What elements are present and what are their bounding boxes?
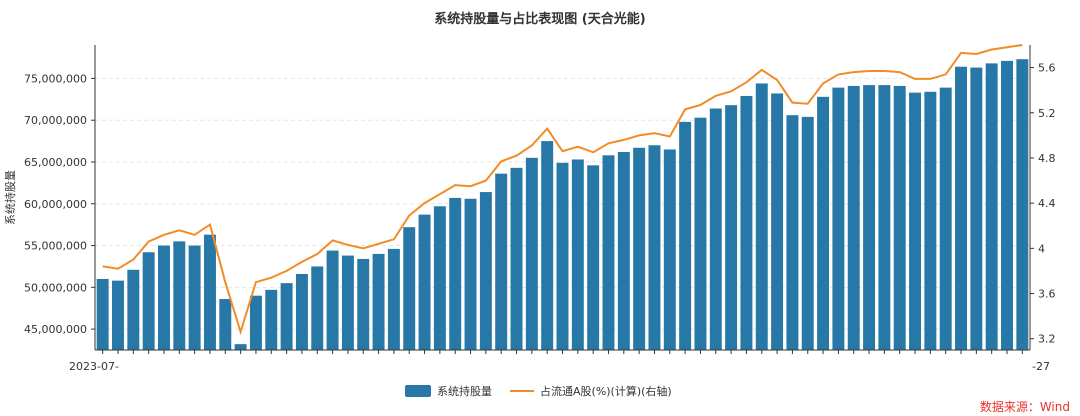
- bar: [694, 117, 707, 350]
- bar: [280, 283, 293, 350]
- bar: [679, 121, 692, 350]
- bar: [663, 149, 676, 350]
- bar: [587, 165, 600, 350]
- bar: [112, 280, 124, 350]
- bar: [96, 278, 109, 350]
- y2-tick-label: 4: [1038, 242, 1045, 255]
- bar: [847, 85, 860, 351]
- bar: [127, 269, 140, 350]
- bar: [556, 162, 569, 350]
- bar: [709, 108, 722, 350]
- bar: [479, 192, 492, 350]
- bar: [617, 151, 630, 350]
- y-tick-label: 50,000,000: [24, 281, 87, 294]
- y-tick-label: 75,000,000: [24, 72, 87, 85]
- bar: [633, 147, 646, 350]
- bar: [418, 214, 431, 350]
- y-tick-label: 65,000,000: [24, 156, 87, 169]
- bar: [817, 96, 830, 350]
- y-axis-label: 系统持股量: [3, 170, 17, 225]
- chart-title: 系统持股量与占比表现图 (天合光能): [434, 12, 646, 27]
- bar: [157, 245, 170, 350]
- bar: [142, 252, 155, 350]
- y-tick-label: 60,000,000: [24, 198, 87, 211]
- bar: [265, 289, 278, 350]
- bar: [510, 167, 523, 350]
- bar: [740, 95, 753, 351]
- y2-tick-label: 5.6: [1038, 62, 1056, 75]
- bar: [648, 145, 661, 350]
- y-tick-label: 70,000,000: [24, 114, 87, 127]
- y2-tick-label: 3.6: [1038, 288, 1056, 301]
- bar: [939, 87, 952, 350]
- bar: [341, 255, 354, 350]
- bar: [771, 93, 784, 350]
- bar: [541, 141, 554, 350]
- x-tick-label: 2023-07-: [69, 360, 119, 373]
- bar: [525, 157, 538, 350]
- bar: [725, 105, 738, 350]
- bar: [234, 344, 247, 350]
- legend-bar-swatch: [405, 385, 431, 397]
- bar: [464, 198, 477, 350]
- bar: [326, 250, 339, 350]
- bar: [433, 206, 446, 350]
- bar: [249, 295, 262, 350]
- bar: [893, 85, 906, 351]
- bar: [449, 197, 462, 350]
- bar: [786, 115, 799, 351]
- y-tick-label: 55,000,000: [24, 240, 87, 253]
- bar: [188, 245, 201, 350]
- bar: [970, 67, 983, 350]
- bar: [571, 159, 584, 350]
- bar: [495, 173, 508, 350]
- bar: [219, 299, 232, 350]
- bar: [173, 241, 186, 350]
- bar: [878, 85, 891, 350]
- bar: [755, 83, 768, 350]
- y2-tick-label: 5.2: [1038, 107, 1056, 120]
- y-tick-label: 45,000,000: [24, 323, 87, 336]
- bar: [801, 116, 814, 351]
- data-source-label: 数据来源：Wind: [979, 400, 1070, 414]
- bar: [955, 66, 968, 351]
- bar: [403, 227, 416, 350]
- line-series: [102, 44, 1023, 336]
- bar: [602, 155, 615, 350]
- bar: [311, 266, 324, 350]
- bar: [372, 253, 385, 350]
- bar: [295, 273, 308, 350]
- bar: [985, 63, 998, 351]
- bar: [1016, 59, 1029, 351]
- bar: [357, 258, 370, 350]
- bar: [863, 85, 876, 350]
- bar: [832, 87, 845, 350]
- bar: [387, 248, 400, 350]
- bar: [924, 91, 937, 350]
- y2-tick-label: 3.2: [1038, 333, 1056, 346]
- bar: [203, 234, 216, 350]
- bar: [909, 92, 922, 351]
- x-tick-label: -27: [1032, 360, 1050, 373]
- legend-line-label: 占流通A股(%)(计算)(右轴): [540, 384, 672, 398]
- bar: [1001, 60, 1013, 351]
- y2-tick-label: 4.4: [1038, 197, 1056, 210]
- legend-bar-label: 系统持股量: [437, 384, 492, 398]
- y2-tick-label: 4.8: [1038, 152, 1056, 165]
